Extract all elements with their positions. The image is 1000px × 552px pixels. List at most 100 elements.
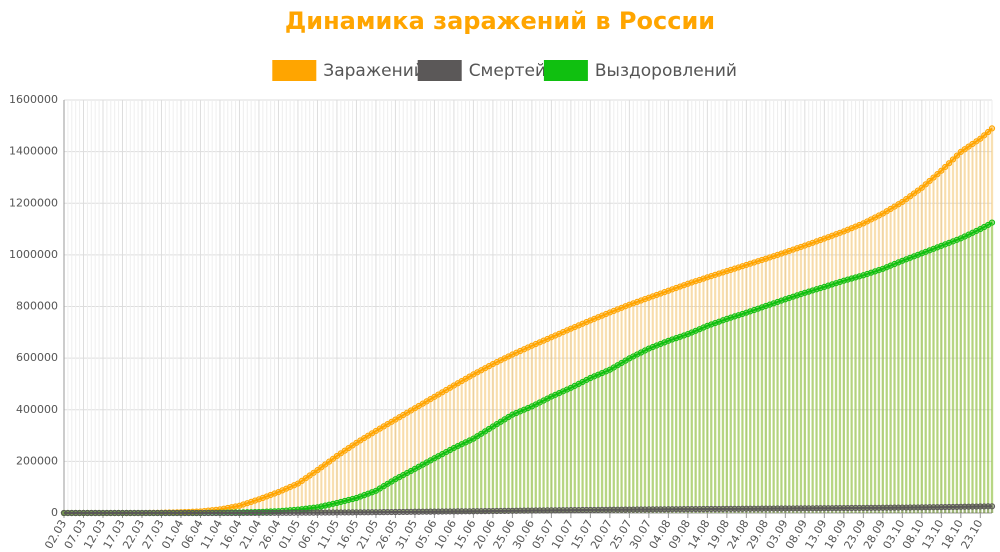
- bar: [612, 509, 615, 513]
- bar: [807, 291, 810, 513]
- bar: [710, 276, 713, 513]
- bar: [433, 458, 436, 513]
- bar: [600, 373, 604, 513]
- bar: [339, 501, 343, 513]
- bar: [881, 213, 884, 513]
- bar: [869, 219, 873, 513]
- bar: [483, 368, 487, 513]
- data-point: [949, 156, 957, 163]
- bar: [472, 438, 475, 513]
- bar: [979, 506, 982, 513]
- bar: [928, 250, 931, 513]
- bar: [565, 510, 569, 513]
- bar: [795, 295, 799, 513]
- bar: [593, 376, 596, 513]
- bar: [671, 339, 674, 513]
- bar: [690, 509, 693, 513]
- bar: [242, 504, 245, 513]
- bar: [402, 415, 405, 513]
- bar: [546, 338, 549, 513]
- bar: [811, 290, 814, 513]
- bar: [394, 479, 397, 513]
- bar: [659, 509, 662, 513]
- bar: [324, 464, 327, 513]
- bar: [678, 286, 682, 513]
- data-point: [953, 152, 961, 159]
- bar: [830, 284, 834, 513]
- bar: [737, 267, 740, 513]
- bar: [979, 138, 982, 513]
- bar: [507, 510, 510, 513]
- bar: [659, 293, 662, 513]
- bar: [788, 297, 791, 513]
- bar: [522, 409, 526, 513]
- bar: [655, 345, 658, 513]
- bar: [803, 245, 807, 513]
- bar: [986, 224, 990, 513]
- bar: [850, 278, 853, 513]
- bar: [616, 509, 619, 513]
- bar: [710, 324, 713, 513]
- bar: [214, 509, 218, 513]
- data-point: [988, 219, 996, 226]
- bar: [585, 322, 588, 513]
- bar: [944, 166, 947, 513]
- bar: [947, 163, 951, 513]
- bar: [916, 190, 920, 513]
- bar: [218, 509, 222, 513]
- bar: [632, 509, 635, 513]
- data-point: [934, 171, 941, 178]
- bar: [378, 488, 382, 513]
- bar: [503, 358, 506, 513]
- bar: [558, 510, 561, 513]
- bar: [608, 509, 612, 513]
- bar: [686, 283, 690, 513]
- bar: [569, 510, 573, 513]
- bar: [733, 508, 736, 513]
- bar: [558, 333, 561, 513]
- bar: [667, 290, 670, 513]
- bar: [495, 424, 498, 513]
- bar: [573, 327, 576, 513]
- bar: [538, 402, 541, 513]
- bar: [561, 391, 565, 513]
- bar: [862, 275, 865, 513]
- bar: [955, 239, 959, 514]
- bar: [686, 509, 690, 513]
- bar: [546, 398, 549, 513]
- bar: [456, 446, 459, 513]
- bar: [593, 509, 596, 513]
- bar: [932, 177, 935, 513]
- bar: [511, 510, 514, 513]
- bar: [542, 510, 545, 513]
- bar: [912, 256, 916, 513]
- bar: [273, 493, 276, 513]
- bar: [639, 352, 643, 513]
- bar: [526, 408, 530, 513]
- bar: [776, 301, 779, 513]
- bar: [421, 403, 424, 513]
- bar: [499, 510, 502, 513]
- bar: [983, 135, 986, 513]
- bar: [725, 271, 729, 513]
- bar: [827, 237, 830, 514]
- bar: [468, 440, 471, 513]
- bar: [538, 510, 541, 513]
- bar: [780, 253, 783, 513]
- bar: [858, 276, 861, 513]
- bar: [729, 269, 732, 513]
- bar: [636, 301, 639, 513]
- data-point: [988, 503, 996, 510]
- data-point: [926, 177, 933, 185]
- bar: [495, 362, 498, 513]
- bar: [784, 252, 787, 513]
- bar: [694, 281, 697, 513]
- bar: [873, 217, 877, 513]
- bar: [647, 348, 651, 513]
- bar: [507, 417, 510, 513]
- bar: [690, 332, 693, 513]
- bar: [464, 442, 467, 513]
- y-tick-label: 1200000: [9, 196, 58, 209]
- bar: [550, 510, 553, 513]
- bar: [834, 234, 838, 514]
